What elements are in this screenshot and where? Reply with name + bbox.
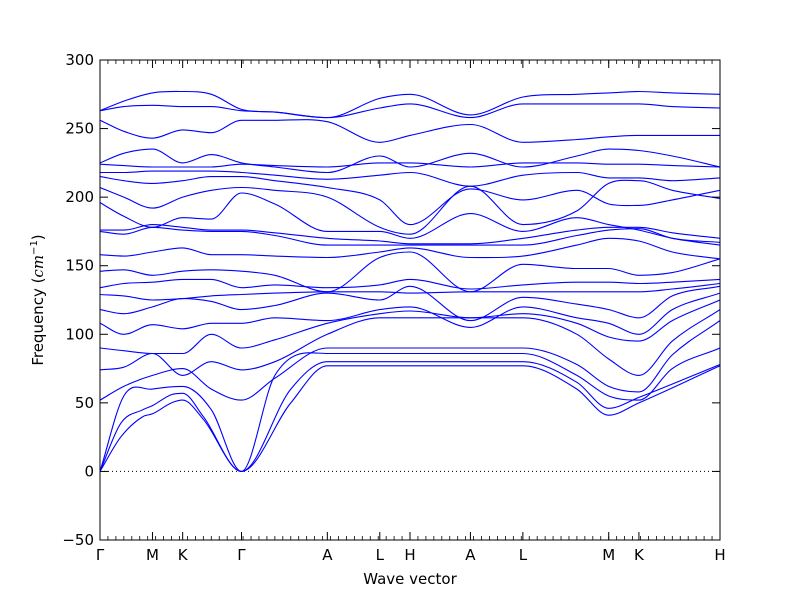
band-line-18 (100, 170, 720, 187)
x-tick-label: A (322, 546, 333, 564)
band-line-14 (100, 224, 720, 245)
y-axis-label-close: ) (29, 234, 47, 240)
x-axis-label: Wave vector (363, 570, 457, 588)
y-tick-label: −50 (62, 531, 94, 549)
y-tick-label: 100 (65, 325, 94, 343)
x-tick-label: K (634, 546, 645, 564)
band-line-10 (100, 278, 720, 290)
x-tick-label: K (178, 546, 189, 564)
y-axis-label-main: Frequency ( (29, 278, 47, 366)
y-axis-label: Frequency (cm−1) (29, 234, 47, 365)
y-tick-label: 0 (84, 462, 94, 480)
band-line-16 (100, 179, 720, 235)
band-line-15 (100, 192, 720, 246)
plot-frame (99, 59, 721, 541)
band-line-12 (100, 237, 720, 260)
y-tick-label: 300 (65, 51, 94, 69)
band-line-19 (100, 162, 720, 168)
x-tick-label: Γ (237, 546, 246, 564)
plot-area (100, 60, 720, 540)
band-line-5 (100, 309, 720, 376)
band-line-2 (100, 361, 720, 472)
y-axis-label-unit: cm (29, 255, 47, 278)
band-line-22 (100, 103, 720, 119)
y-ticks: −50 0 50 100 150 200 250 300 (62, 51, 720, 549)
band-line-21 (100, 119, 720, 143)
band-line-23 (100, 90, 720, 119)
x-tick-label: A (465, 546, 476, 564)
x-tick-label: H (404, 546, 415, 564)
x-tick-label: Γ (96, 546, 105, 564)
series-group (100, 90, 720, 472)
band-line-17 (100, 176, 720, 226)
x-tick-label: L (519, 546, 528, 564)
x-tick-label: L (376, 546, 385, 564)
y-tick-label: 150 (65, 257, 94, 275)
band-line-11 (100, 251, 720, 293)
y-axis-label-exponent: −1 (29, 240, 40, 255)
y-tick-label: 250 (65, 120, 94, 138)
x-tick-label: M (602, 546, 615, 564)
band-line-4 (100, 320, 720, 401)
y-tick-label: 200 (65, 188, 94, 206)
x-tick-label: H (714, 546, 725, 564)
band-line-3 (100, 347, 720, 472)
band-line-9 (100, 282, 720, 301)
band-line-13 (100, 226, 720, 246)
band-line-20 (100, 148, 720, 174)
band-line-7 (100, 292, 720, 335)
x-tick-label: M (146, 546, 159, 564)
y-tick-label: 50 (75, 394, 94, 412)
band-line-1 (100, 365, 720, 472)
band-line-6 (100, 299, 720, 355)
